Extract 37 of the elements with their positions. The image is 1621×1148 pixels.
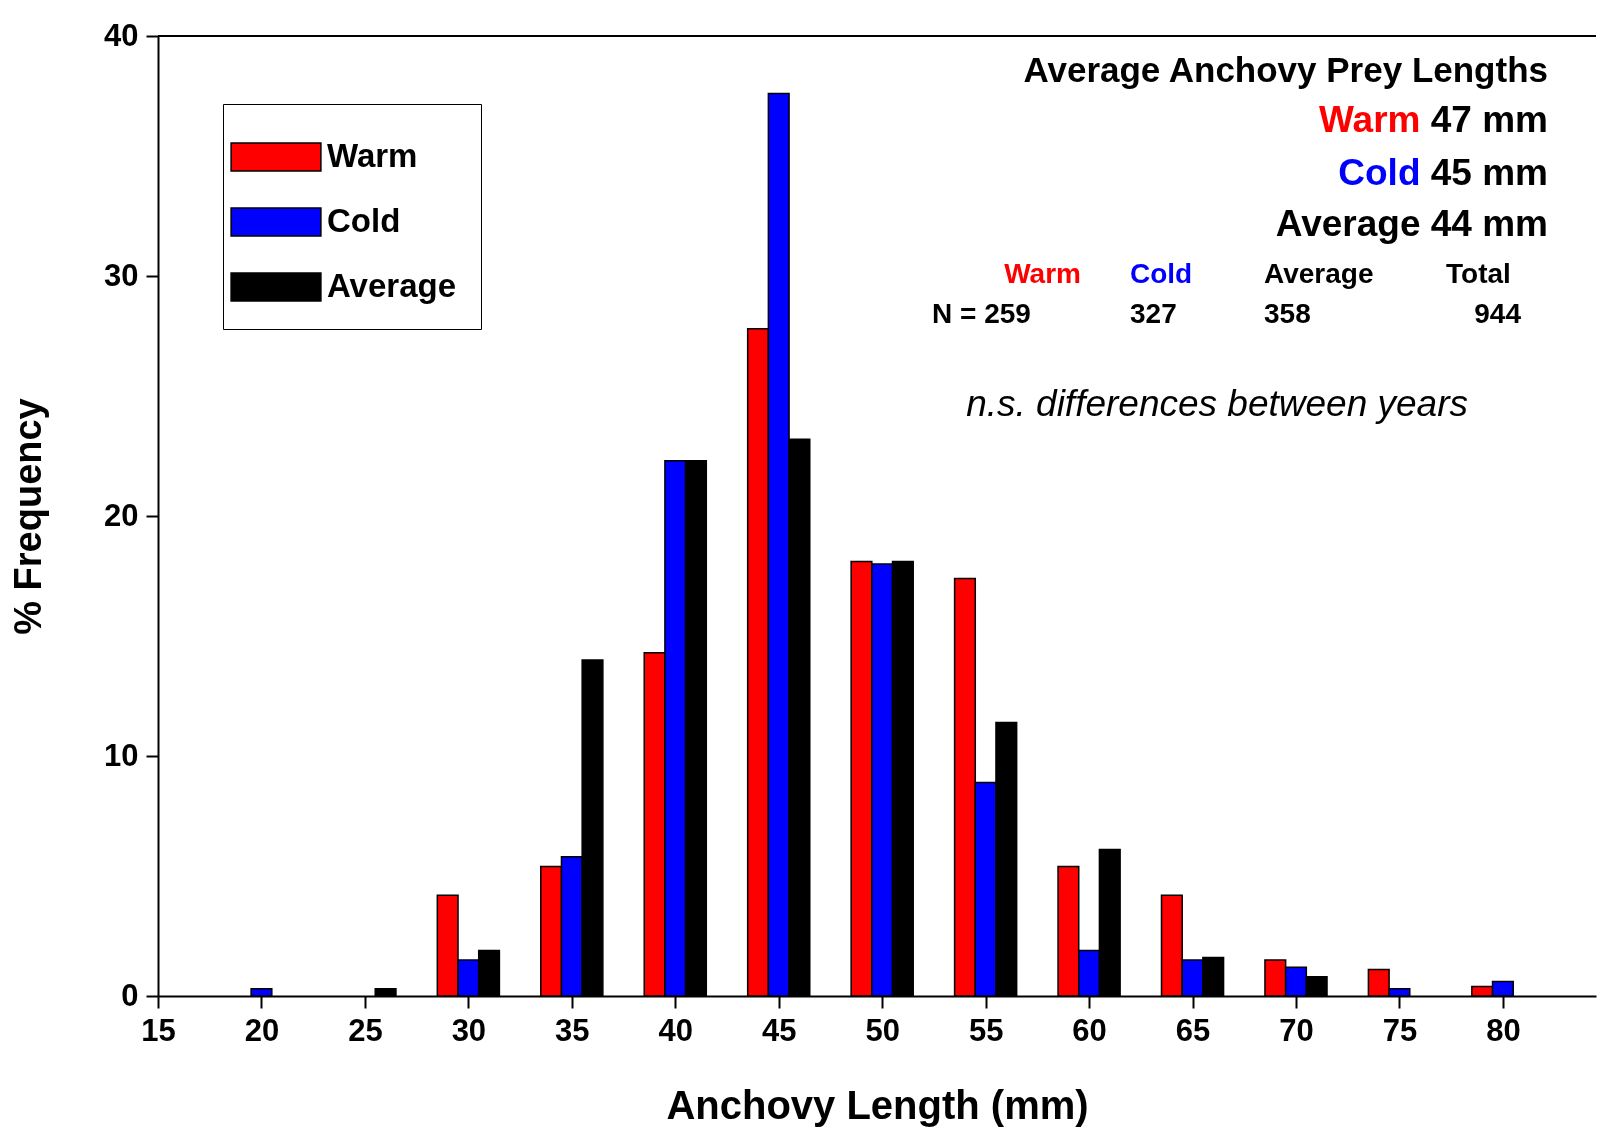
annotation: Average 44 mm bbox=[1275, 203, 1548, 244]
annotation: n.s. differences between years bbox=[966, 383, 1468, 424]
legend-label: Warm bbox=[327, 137, 418, 174]
x-tick-label: 20 bbox=[244, 1012, 280, 1048]
x-tick-label: 80 bbox=[1486, 1012, 1521, 1048]
annotation: N = 259 bbox=[932, 298, 1031, 329]
x-axis-title: Anchovy Length (mm) bbox=[666, 1082, 1089, 1127]
chart-title: Average Anchovy Prey Lengths bbox=[1023, 50, 1548, 89]
x-tick-label: 35 bbox=[555, 1012, 590, 1048]
y-tick-label: 30 bbox=[104, 257, 139, 293]
annotation: Warm bbox=[1004, 258, 1081, 289]
annotation: 944 bbox=[1474, 298, 1522, 329]
x-tick-label: 75 bbox=[1382, 1012, 1418, 1048]
annotation: Cold bbox=[1130, 258, 1193, 289]
x-tick-label: 65 bbox=[1175, 1012, 1211, 1048]
x-tick-label: 45 bbox=[761, 1012, 797, 1048]
x-tick-label: 15 bbox=[141, 1012, 176, 1048]
y-tick-label: 20 bbox=[104, 497, 139, 533]
legend-label: Cold bbox=[327, 202, 401, 239]
annotation: Warm 47 mm bbox=[1319, 99, 1548, 140]
annotation: Cold 45 mm bbox=[1338, 152, 1548, 193]
x-tick-label: 50 bbox=[865, 1012, 900, 1048]
y-tick-label: 40 bbox=[104, 17, 139, 53]
y-axis-title: % Frequency bbox=[7, 398, 50, 635]
annotation: 358 bbox=[1264, 298, 1311, 329]
x-tick-label: 25 bbox=[348, 1012, 383, 1048]
y-tick-label: 0 bbox=[121, 977, 139, 1013]
annotation: Average bbox=[1264, 258, 1374, 289]
x-tick-label: 60 bbox=[1072, 1012, 1107, 1048]
x-tick-label: 30 bbox=[451, 1012, 487, 1048]
x-tick-label: 70 bbox=[1279, 1012, 1314, 1048]
annotation: 327 bbox=[1130, 298, 1177, 329]
y-tick-label: 10 bbox=[104, 737, 139, 773]
legend-label: Average bbox=[327, 267, 457, 304]
x-tick-label: 55 bbox=[968, 1012, 1004, 1048]
x-tick-label: 40 bbox=[658, 1012, 694, 1048]
annotation: Total bbox=[1446, 258, 1511, 289]
